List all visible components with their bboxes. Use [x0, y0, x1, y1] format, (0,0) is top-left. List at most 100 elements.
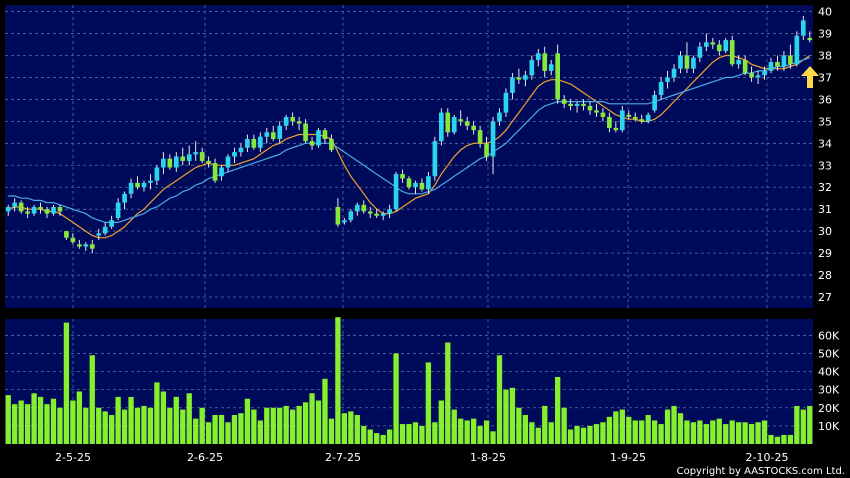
candle-up	[154, 167, 160, 181]
candle-up	[193, 152, 199, 155]
candle-up	[316, 130, 321, 146]
volume-bar	[729, 420, 735, 444]
volume-bar	[509, 387, 516, 444]
candle-up	[342, 220, 347, 223]
volume-bar	[354, 415, 360, 444]
volume-bar	[147, 407, 154, 444]
volume-bar	[736, 422, 742, 444]
candle-down	[568, 103, 573, 106]
candle-down	[542, 53, 548, 71]
volume-bar	[748, 424, 755, 444]
volume-bar	[639, 420, 645, 444]
volume-bar	[393, 353, 399, 444]
volume-bar	[374, 433, 380, 444]
candle-down	[367, 211, 373, 214]
date-tick-label: 1-9-25	[610, 451, 646, 464]
volume-bar	[477, 425, 483, 444]
volume-bar	[787, 434, 794, 444]
candle-down	[322, 130, 328, 139]
candle-up	[31, 207, 37, 214]
volume-bar	[587, 425, 593, 444]
volume-bar	[238, 413, 244, 444]
candle-up	[128, 182, 134, 194]
date-tick-label: 1-8-25	[470, 451, 506, 464]
volume-bar	[567, 429, 574, 444]
price-tick-label: 40	[818, 6, 832, 19]
volume-tick-label: 40K	[818, 366, 840, 379]
candle-up	[548, 64, 554, 71]
candle-up	[523, 75, 528, 80]
candle-down	[516, 77, 522, 80]
candle-up	[503, 92, 509, 113]
candle-up	[141, 182, 147, 188]
candle-up	[122, 193, 127, 203]
date-axis-labels: 2-5-25 2-6-25 2-7-25 1-8-25 1-9-25 2-10-25	[55, 451, 788, 464]
candle-down	[419, 182, 425, 190]
candle-down	[639, 119, 645, 122]
volume-bar	[180, 409, 186, 444]
volume-bar	[309, 393, 315, 444]
volume-bar	[328, 418, 335, 444]
volume-bar	[593, 424, 600, 444]
volume-tick-label: 10K	[818, 420, 840, 433]
volume-bar	[335, 317, 341, 444]
date-tick-label: 2-5-25	[55, 451, 91, 464]
volume-bar	[167, 407, 173, 444]
volume-bar	[419, 425, 425, 444]
candle-down	[464, 121, 470, 126]
candle-down	[710, 42, 716, 45]
volume-bar	[5, 395, 11, 444]
volume-bar	[619, 409, 625, 444]
volume-bar	[723, 424, 729, 444]
candle-down	[64, 231, 69, 238]
candle-down	[626, 114, 632, 117]
volume-bar	[225, 422, 231, 444]
price-tick-label: 38	[818, 50, 832, 63]
price-tick-label: 31	[818, 203, 832, 216]
volume-bar	[102, 411, 108, 444]
volume-bar	[671, 405, 677, 444]
volume-bar	[283, 405, 289, 444]
candle-down	[400, 174, 405, 179]
volume-bar	[296, 405, 302, 444]
volume-bar	[277, 407, 283, 444]
volume-bar	[561, 407, 567, 444]
slow-moving-average-line	[8, 57, 810, 223]
candle-up	[109, 220, 114, 227]
volume-bar	[768, 434, 774, 444]
volume-bar	[96, 407, 102, 444]
volume-bar	[205, 422, 212, 444]
date-tick-label: 2-10-25	[746, 451, 789, 464]
candle-up	[380, 213, 386, 216]
candle-down	[251, 138, 257, 148]
candle-down	[807, 37, 813, 41]
volume-bar	[470, 418, 477, 444]
candle-down	[458, 119, 464, 122]
volume-bar	[63, 322, 70, 444]
candle-down	[729, 40, 735, 65]
candle-up	[619, 110, 625, 131]
candle-up	[535, 53, 541, 60]
candle-down	[44, 209, 50, 214]
volume-bar	[690, 422, 697, 444]
volume-bar	[173, 396, 179, 444]
candle-up	[258, 136, 263, 148]
volume-tick-label: 30K	[818, 384, 840, 397]
candle-down	[788, 55, 793, 65]
volume-bar	[412, 422, 419, 444]
candle-down	[38, 207, 43, 210]
volume-bar	[425, 362, 432, 444]
candle-down	[77, 244, 82, 247]
volume-bar	[697, 420, 703, 444]
price-plot-area	[5, 5, 813, 308]
volume-bar	[406, 424, 412, 444]
volume-bar	[458, 418, 464, 444]
candle-up	[574, 103, 580, 106]
volume-bar	[600, 422, 606, 444]
candle-down	[303, 123, 308, 142]
candle-down	[471, 125, 476, 131]
price-tick-label: 27	[818, 291, 832, 304]
volume-bar	[315, 400, 322, 444]
candle-up	[451, 116, 457, 133]
candle-down	[135, 182, 140, 188]
